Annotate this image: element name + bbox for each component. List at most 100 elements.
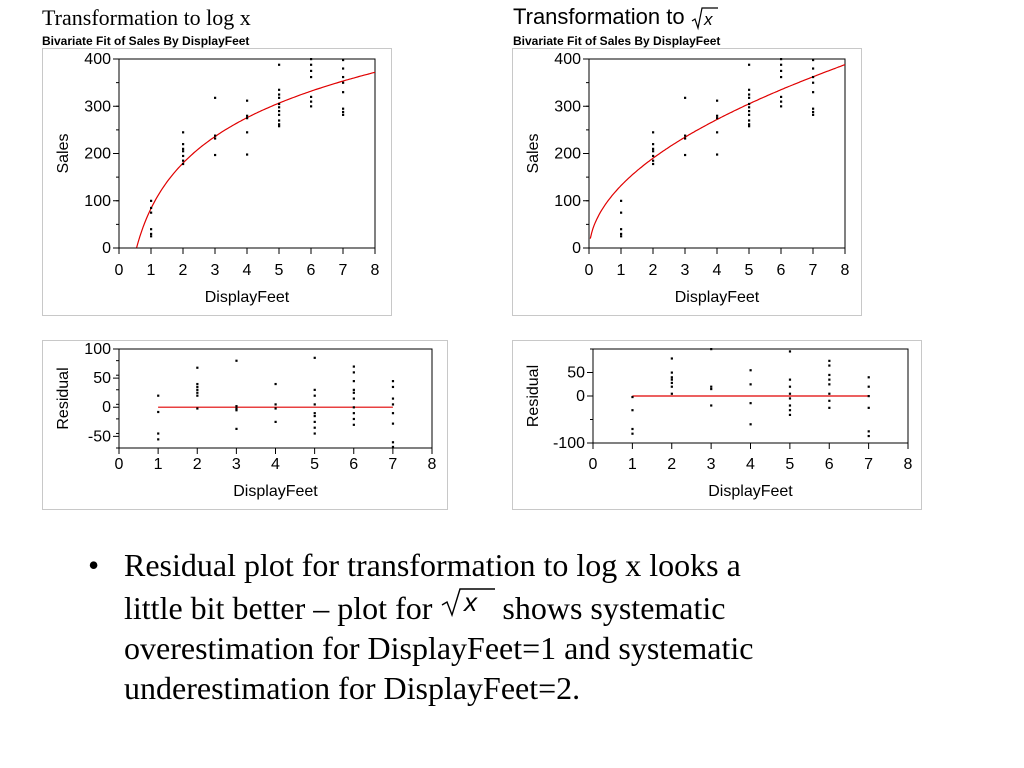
data-point [780, 69, 783, 73]
fit-line [136, 71, 376, 248]
data-point [780, 58, 783, 61]
data-point [157, 438, 160, 441]
y-axis-label: Residual [525, 365, 542, 427]
data-point [391, 412, 395, 415]
plot-frame [118, 348, 433, 449]
data-point [748, 106, 751, 109]
data-point [788, 404, 792, 407]
data-point [352, 380, 355, 383]
x-tick-label: 8 [428, 456, 437, 473]
x-tick-label: 3 [707, 456, 716, 473]
left-chart-title: Transformation to log x [42, 5, 251, 30]
data-point [828, 364, 831, 367]
data-point [748, 113, 751, 116]
bullet-line-3: overestimation for DisplayFeet=1 and sys… [124, 630, 754, 666]
x-tick-label: 4 [271, 456, 280, 473]
y-axis-label: Residual [55, 367, 72, 429]
x-tick-label: 3 [211, 262, 220, 279]
x-tick-label: 3 [681, 262, 690, 279]
data-point [684, 137, 687, 140]
data-point [748, 63, 751, 66]
data-point [182, 131, 185, 134]
data-point [684, 134, 687, 137]
data-point [342, 75, 345, 79]
data-point [812, 113, 815, 116]
data-point [342, 67, 345, 70]
data-point [235, 359, 238, 362]
data-point [352, 417, 355, 421]
data-point [670, 357, 673, 360]
data-point [196, 366, 199, 369]
data-point [196, 388, 199, 391]
data-point [150, 211, 153, 214]
data-point [391, 385, 395, 389]
data-point [278, 113, 281, 116]
y-tick-label: 300 [554, 98, 581, 115]
data-point [716, 99, 719, 102]
data-point [670, 385, 673, 388]
fit-log-chart: 0 100 200 300 400 0 1 2 3 4 5 6 7 8 DisplayFeet Sales [55, 51, 380, 306]
data-point [246, 131, 249, 134]
data-point [710, 348, 713, 351]
data-point [150, 228, 153, 231]
data-point [684, 96, 687, 99]
fit-line [589, 64, 846, 239]
data-point [313, 412, 316, 415]
data-point [157, 410, 160, 414]
data-point [780, 75, 783, 79]
data-point [157, 394, 160, 397]
x-axis-label: DisplayFeet [675, 289, 760, 306]
data-point [214, 96, 217, 99]
data-point [182, 154, 185, 158]
data-point [196, 391, 199, 394]
data-point [278, 63, 281, 66]
x-tick-label: 7 [864, 456, 873, 473]
data-point [310, 69, 313, 73]
x-tick-label: 1 [628, 456, 637, 473]
data-point [196, 385, 199, 389]
bullet-line-1: Residual plot for transformation to log … [124, 547, 741, 583]
data-point [182, 143, 185, 146]
data-point [246, 117, 249, 120]
data-point [620, 199, 623, 202]
data-point [716, 114, 719, 117]
data-point [748, 125, 751, 128]
data-point [182, 162, 185, 166]
x-tick-label: 2 [667, 456, 676, 473]
data-point [812, 67, 815, 70]
data-point [748, 123, 751, 126]
data-point [652, 131, 655, 134]
data-point [828, 399, 831, 402]
data-point [867, 385, 870, 388]
data-point [246, 99, 249, 102]
data-point [788, 413, 792, 416]
data-point [352, 371, 355, 374]
data-point [684, 153, 687, 157]
data-point [352, 365, 355, 368]
data-point [670, 381, 673, 385]
data-point [313, 394, 316, 397]
y-tick-label: 100 [84, 341, 111, 358]
x-tick-label: 8 [841, 262, 850, 279]
x-axis-label: DisplayFeet [233, 483, 318, 500]
data-point [274, 382, 277, 386]
data-point [812, 110, 815, 114]
data-point [788, 350, 792, 353]
data-point [278, 119, 281, 122]
x-tick-label: 5 [310, 456, 319, 473]
data-point [749, 423, 752, 426]
data-point [310, 63, 313, 66]
data-point [631, 409, 634, 412]
data-point [352, 412, 355, 415]
right-chart-subtitle: Bivariate Fit of Sales By DisplayFeet [513, 34, 721, 48]
data-point [352, 423, 355, 426]
data-point [313, 432, 316, 435]
svg-text:x: x [462, 587, 478, 617]
data-point [391, 380, 395, 383]
data-point [749, 369, 752, 372]
x-tick-label: 1 [617, 262, 626, 279]
data-point [278, 96, 281, 99]
x-tick-label: 0 [589, 456, 598, 473]
x-tick-label: 5 [275, 262, 284, 279]
data-point [235, 405, 238, 408]
